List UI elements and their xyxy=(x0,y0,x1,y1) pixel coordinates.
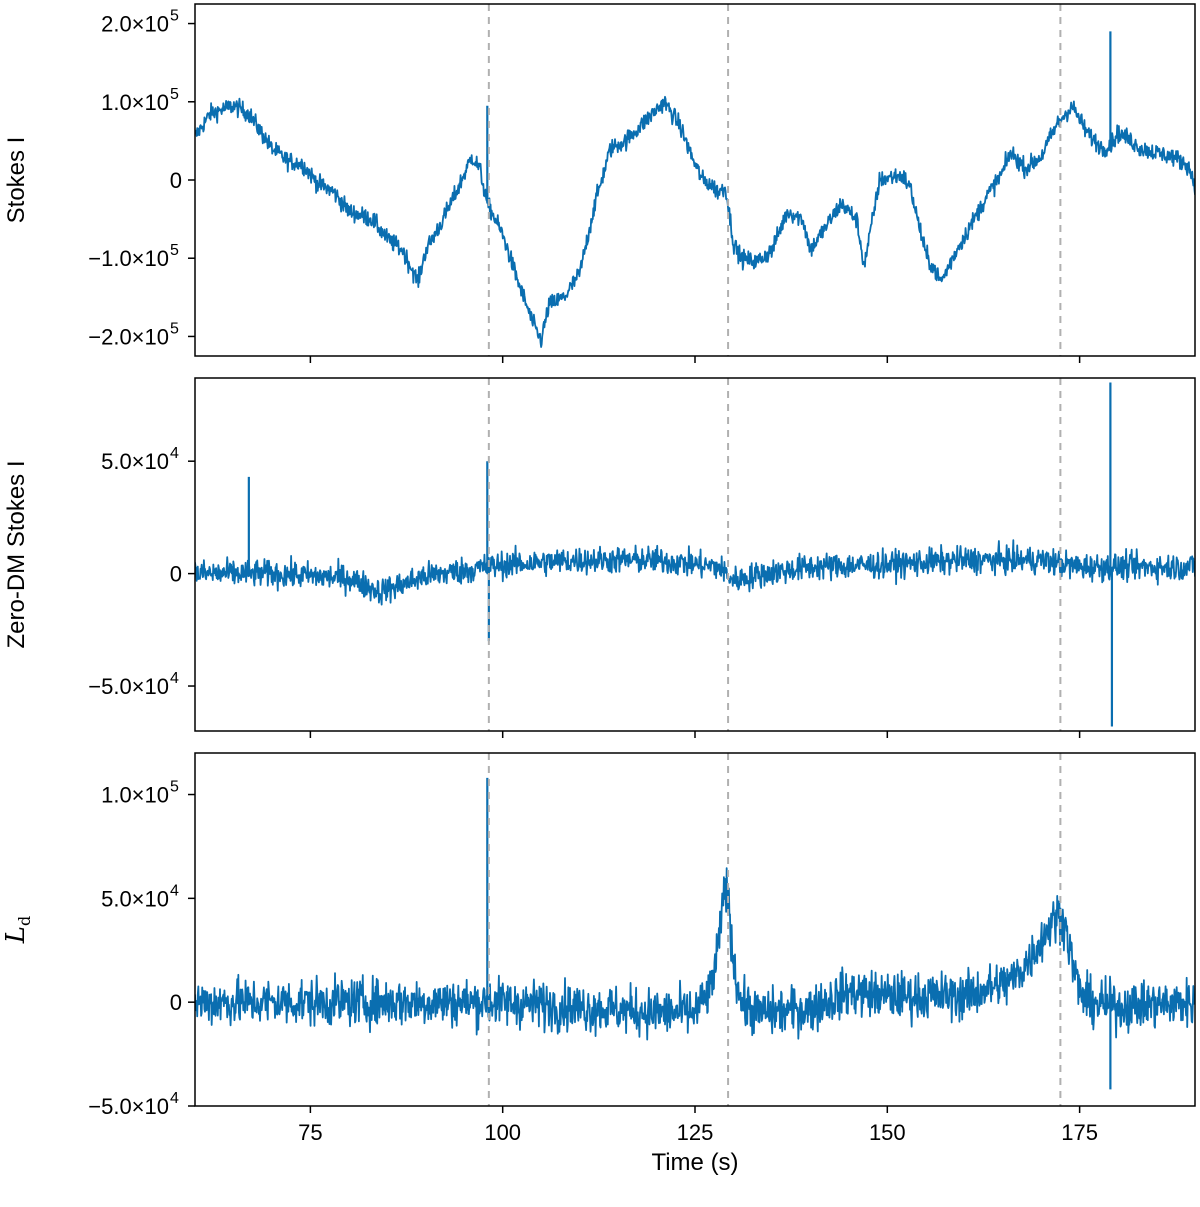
series-line xyxy=(195,867,1195,1041)
y-tick-exponent: 5 xyxy=(170,86,179,103)
axes-frame xyxy=(194,3,1196,357)
y-tick-exponent: 5 xyxy=(170,779,179,796)
x-axis-title: Time (s) xyxy=(651,1149,738,1176)
y-tick-label: 1.0×10 xyxy=(101,783,169,808)
x-tick-label: 150 xyxy=(869,1120,906,1145)
y-tick-label: −5.0×10 xyxy=(88,1094,169,1119)
x-tick-label: 125 xyxy=(677,1120,714,1145)
y-tick-exponent: 4 xyxy=(170,445,179,462)
x-tick-label: 175 xyxy=(1061,1120,1098,1145)
y-tick-label: −5.0×10 xyxy=(88,674,169,699)
y-tick-exponent: 5 xyxy=(170,320,179,337)
y-tick-label: 0 xyxy=(170,562,182,587)
y-axis-title: Stokes I xyxy=(3,137,30,224)
series-line xyxy=(195,539,1195,606)
y-tick-exponent: 5 xyxy=(170,242,179,259)
y-tick-exponent: 5 xyxy=(170,8,179,25)
y-tick-label: −1.0×10 xyxy=(88,246,169,271)
y-tick-exponent: 4 xyxy=(170,670,179,687)
y-tick-label: 2.0×10 xyxy=(101,12,169,37)
y-tick-label: −2.0×10 xyxy=(88,324,169,349)
panel-ld: −5.0×10 405.0×10 41.0×10 575 100 125 150 175LdT… xyxy=(1,752,1196,1176)
x-tick-label: 100 xyxy=(484,1120,521,1145)
y-tick-label: 5.0×10 xyxy=(101,886,169,911)
y-tick-exponent: 4 xyxy=(170,882,179,899)
y-axis-title: Zero-DM Stokes I xyxy=(3,460,30,648)
y-tick-exponent: 4 xyxy=(170,1090,179,1107)
y-tick-label: 0 xyxy=(170,168,182,193)
y-tick-label: 5.0×10 xyxy=(101,449,169,474)
series-line xyxy=(195,95,1195,348)
y-tick-label: 1.0×10 xyxy=(101,90,169,115)
x-tick-label: 75 xyxy=(298,1120,322,1145)
y-axis-title: Ld xyxy=(1,916,34,945)
y-tick-label: 0 xyxy=(170,990,182,1015)
